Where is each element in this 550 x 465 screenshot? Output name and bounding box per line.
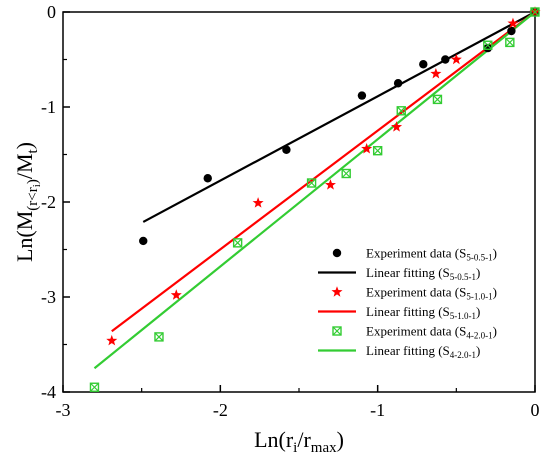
data-point-2 xyxy=(252,197,264,208)
legend: Experiment data (S5-0.5-1) Linear fitting… xyxy=(318,246,497,360)
data-point-4 xyxy=(341,168,351,179)
data-point-2 xyxy=(106,334,118,346)
legend-label: Linear fitting (S5-0.5-1) xyxy=(366,265,480,282)
legend-entry: Linear fitting (S5-1.0-1) xyxy=(318,304,480,321)
y-tick-label: -3 xyxy=(41,287,56,307)
data-point-4 xyxy=(306,178,317,188)
x-tick-label: -1 xyxy=(370,400,385,420)
data-point-4 xyxy=(89,382,100,392)
data-point-0 xyxy=(139,236,148,246)
data-point-4 xyxy=(483,40,493,50)
x-tick-label: -3 xyxy=(56,400,71,420)
x-tick-label: 0 xyxy=(531,400,540,420)
data-point-0 xyxy=(507,26,516,36)
legend-marker-swatch xyxy=(332,248,342,258)
data-point-0 xyxy=(393,79,403,88)
data-point-4 xyxy=(505,37,515,48)
data-point-0 xyxy=(419,60,428,69)
legend-entry: Experiment data (S5-0.5-1) xyxy=(332,246,497,263)
legend-marker-swatch xyxy=(331,286,343,297)
x-tick-label: -2 xyxy=(213,400,228,420)
data-point-2 xyxy=(170,289,182,300)
data-point-0 xyxy=(203,174,212,183)
y-tick-label: -1 xyxy=(41,97,56,117)
legend-entry: Linear fitting (S5-0.5-1) xyxy=(318,265,480,282)
y-tick-label: -2 xyxy=(41,192,56,212)
data-point-0 xyxy=(483,43,492,53)
legend-label: Linear fitting (S4-2.0-1) xyxy=(366,343,480,360)
x-axis-title: Ln(ri/rmax) xyxy=(254,427,344,456)
fit-line-5 xyxy=(93,11,536,370)
legend-marker-swatch xyxy=(332,326,342,336)
data-point-4 xyxy=(432,94,443,105)
y-tick-label: 0 xyxy=(47,2,56,22)
axis-ticks: -3 -2 -1 0-4-3-2-10 xyxy=(41,2,540,420)
legend-entry: Linear fitting (S4-2.0-1) xyxy=(318,343,480,360)
legend-label: Experiment data (S4-2.0-1) xyxy=(366,324,497,341)
data-point-2 xyxy=(361,143,373,154)
legend-label: Experiment data (S5-0.5-1) xyxy=(366,246,497,263)
data-point-0 xyxy=(282,145,291,154)
data-point-0 xyxy=(441,55,450,64)
fit-line-1 xyxy=(142,11,536,223)
data-point-2 xyxy=(450,53,462,65)
legend-label: Linear fitting (S5-1.0-1) xyxy=(366,304,480,321)
y-tick-label: -4 xyxy=(41,382,56,402)
data-point-0 xyxy=(357,91,367,100)
data-point-4 xyxy=(530,7,540,17)
data-point-4 xyxy=(396,106,406,116)
plot-marks xyxy=(89,6,541,392)
fit-line-3 xyxy=(111,11,536,333)
legend-entry: Experiment data (S5-1.0-1) xyxy=(331,285,497,302)
data-point-2 xyxy=(324,179,336,190)
data-point-4 xyxy=(232,238,243,248)
data-point-4 xyxy=(372,145,383,156)
legend-entry: Experiment data (S4-2.0-1) xyxy=(332,324,497,341)
data-point-2 xyxy=(430,67,442,79)
legend-label: Experiment data (S5-1.0-1) xyxy=(366,285,497,302)
data-point-4 xyxy=(154,332,164,342)
data-point-2 xyxy=(507,17,519,29)
data-point-2 xyxy=(391,121,403,132)
y-axis-title: Ln(M(r<ri)/Mt) xyxy=(12,142,43,262)
